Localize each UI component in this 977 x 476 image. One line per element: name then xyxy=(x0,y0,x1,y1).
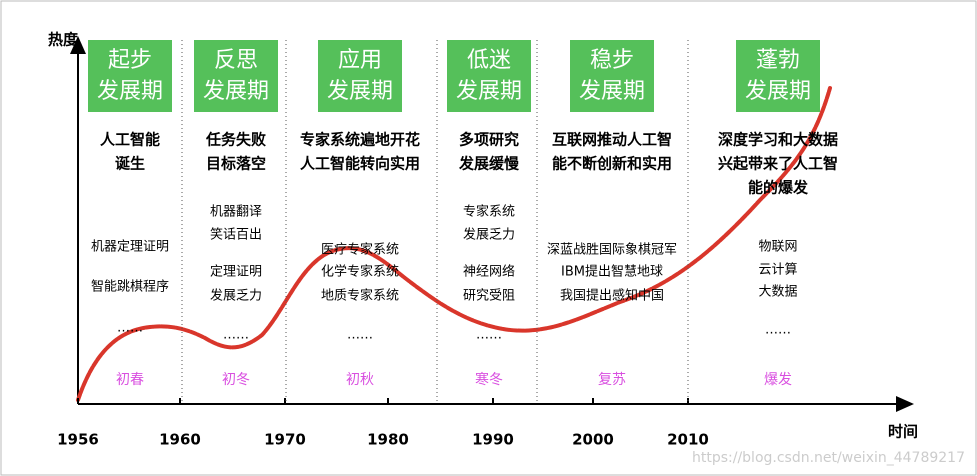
phase-box xyxy=(736,40,820,112)
phase-item: 大数据 xyxy=(758,285,797,300)
phase-season: 寒冬 xyxy=(475,371,503,388)
phase-item: 专家系统 xyxy=(463,204,515,220)
phase-item: 笑话百出 xyxy=(210,227,262,243)
phase-headline: 诞生 xyxy=(115,155,145,173)
phase-name: 低迷 xyxy=(467,48,511,73)
phase-season: 初秋 xyxy=(346,371,374,388)
phase-item: 神经网络 xyxy=(463,264,515,280)
x-tick-label: 1960 xyxy=(159,431,201,449)
phase-headline: 目标落空 xyxy=(206,155,266,173)
phase-box xyxy=(318,40,402,112)
phase-item: …… xyxy=(476,328,502,343)
phase-headline: 能的爆发 xyxy=(748,179,809,197)
phase-box xyxy=(88,40,172,112)
watermark: https://blog.csdn.net/weixin_44789217 xyxy=(692,450,965,466)
phase-item: 物联网 xyxy=(758,240,797,255)
phase-name: 发展期 xyxy=(456,79,522,104)
phase-season: 复苏 xyxy=(598,371,626,388)
phase-name: 发展期 xyxy=(327,79,393,104)
phase-item: 我国提出感知中国 xyxy=(560,288,664,304)
x-tick-label: 2010 xyxy=(667,431,709,449)
x-tick-label: 1980 xyxy=(367,431,409,449)
phase-item: IBM提出智慧地球 xyxy=(561,264,663,280)
phase-item: 深蓝战胜国际象棋冠军 xyxy=(547,243,677,258)
phase-item: 地质专家系统 xyxy=(321,288,399,304)
phase-headline: 人工智能转向实用 xyxy=(300,155,420,173)
phase-headline: 人工智能 xyxy=(100,131,160,149)
phase-box xyxy=(447,40,531,112)
phase-headline: 任务失败 xyxy=(205,131,266,149)
phase-season: 初冬 xyxy=(222,371,250,388)
phase-headline: 兴起带来了人工智 xyxy=(718,155,838,173)
x-tick-label: 1990 xyxy=(472,431,514,449)
phase-item: 云计算 xyxy=(758,263,797,278)
phase-name: 发展期 xyxy=(203,79,269,104)
phase-item: 发展乏力 xyxy=(210,288,262,304)
phase-item: 智能跳棋程序 xyxy=(91,280,169,295)
phase-headline: 深度学习和大数据 xyxy=(718,131,838,149)
x-tick-label: 1956 xyxy=(57,431,99,449)
phase-headline: 发展缓慢 xyxy=(458,155,520,173)
x-tick-label: 1970 xyxy=(264,431,306,449)
phase-name: 发展期 xyxy=(97,79,163,104)
phase-season: 爆发 xyxy=(764,372,792,388)
phase-name: 反思 xyxy=(214,48,258,73)
phase-item: 定理证明 xyxy=(210,265,262,280)
heat-curve xyxy=(76,86,832,402)
phase-item: …… xyxy=(117,321,143,336)
phase-item: 机器翻译 xyxy=(210,205,262,220)
phase-item: …… xyxy=(347,328,373,343)
phase-name: 稳步 xyxy=(590,48,634,73)
phase-item: 化学专家系统 xyxy=(321,264,399,280)
phase-box xyxy=(194,40,278,112)
x-tick-label: 2000 xyxy=(572,431,614,449)
phase-season: 初春 xyxy=(116,371,144,388)
phase-item: 机器定理证明 xyxy=(91,240,169,255)
phase-headline: 专家系统遍地开花 xyxy=(300,131,420,149)
phase-item: …… xyxy=(223,328,249,343)
phase-box xyxy=(570,40,654,112)
phase-item: …… xyxy=(765,323,791,338)
phase-name: 发展期 xyxy=(579,79,645,104)
y-axis-label: 热度 xyxy=(48,31,79,49)
phase-headline: 多项研究 xyxy=(459,131,519,149)
phase-name: 发展期 xyxy=(745,79,811,104)
phase-headline: 能不断创新和实用 xyxy=(552,155,672,173)
phase-name: 应用 xyxy=(338,48,382,73)
phase-item: 研究受阻 xyxy=(463,289,515,304)
x-axis-label: 时间 xyxy=(888,423,918,441)
phase-name: 蓬勃 xyxy=(756,48,800,73)
phase-headline: 互联网推动人工智 xyxy=(552,131,672,149)
phase-name: 起步 xyxy=(108,48,152,73)
phase-item: 医疗专家系统 xyxy=(321,242,399,258)
phase-item: 发展乏力 xyxy=(463,227,515,243)
